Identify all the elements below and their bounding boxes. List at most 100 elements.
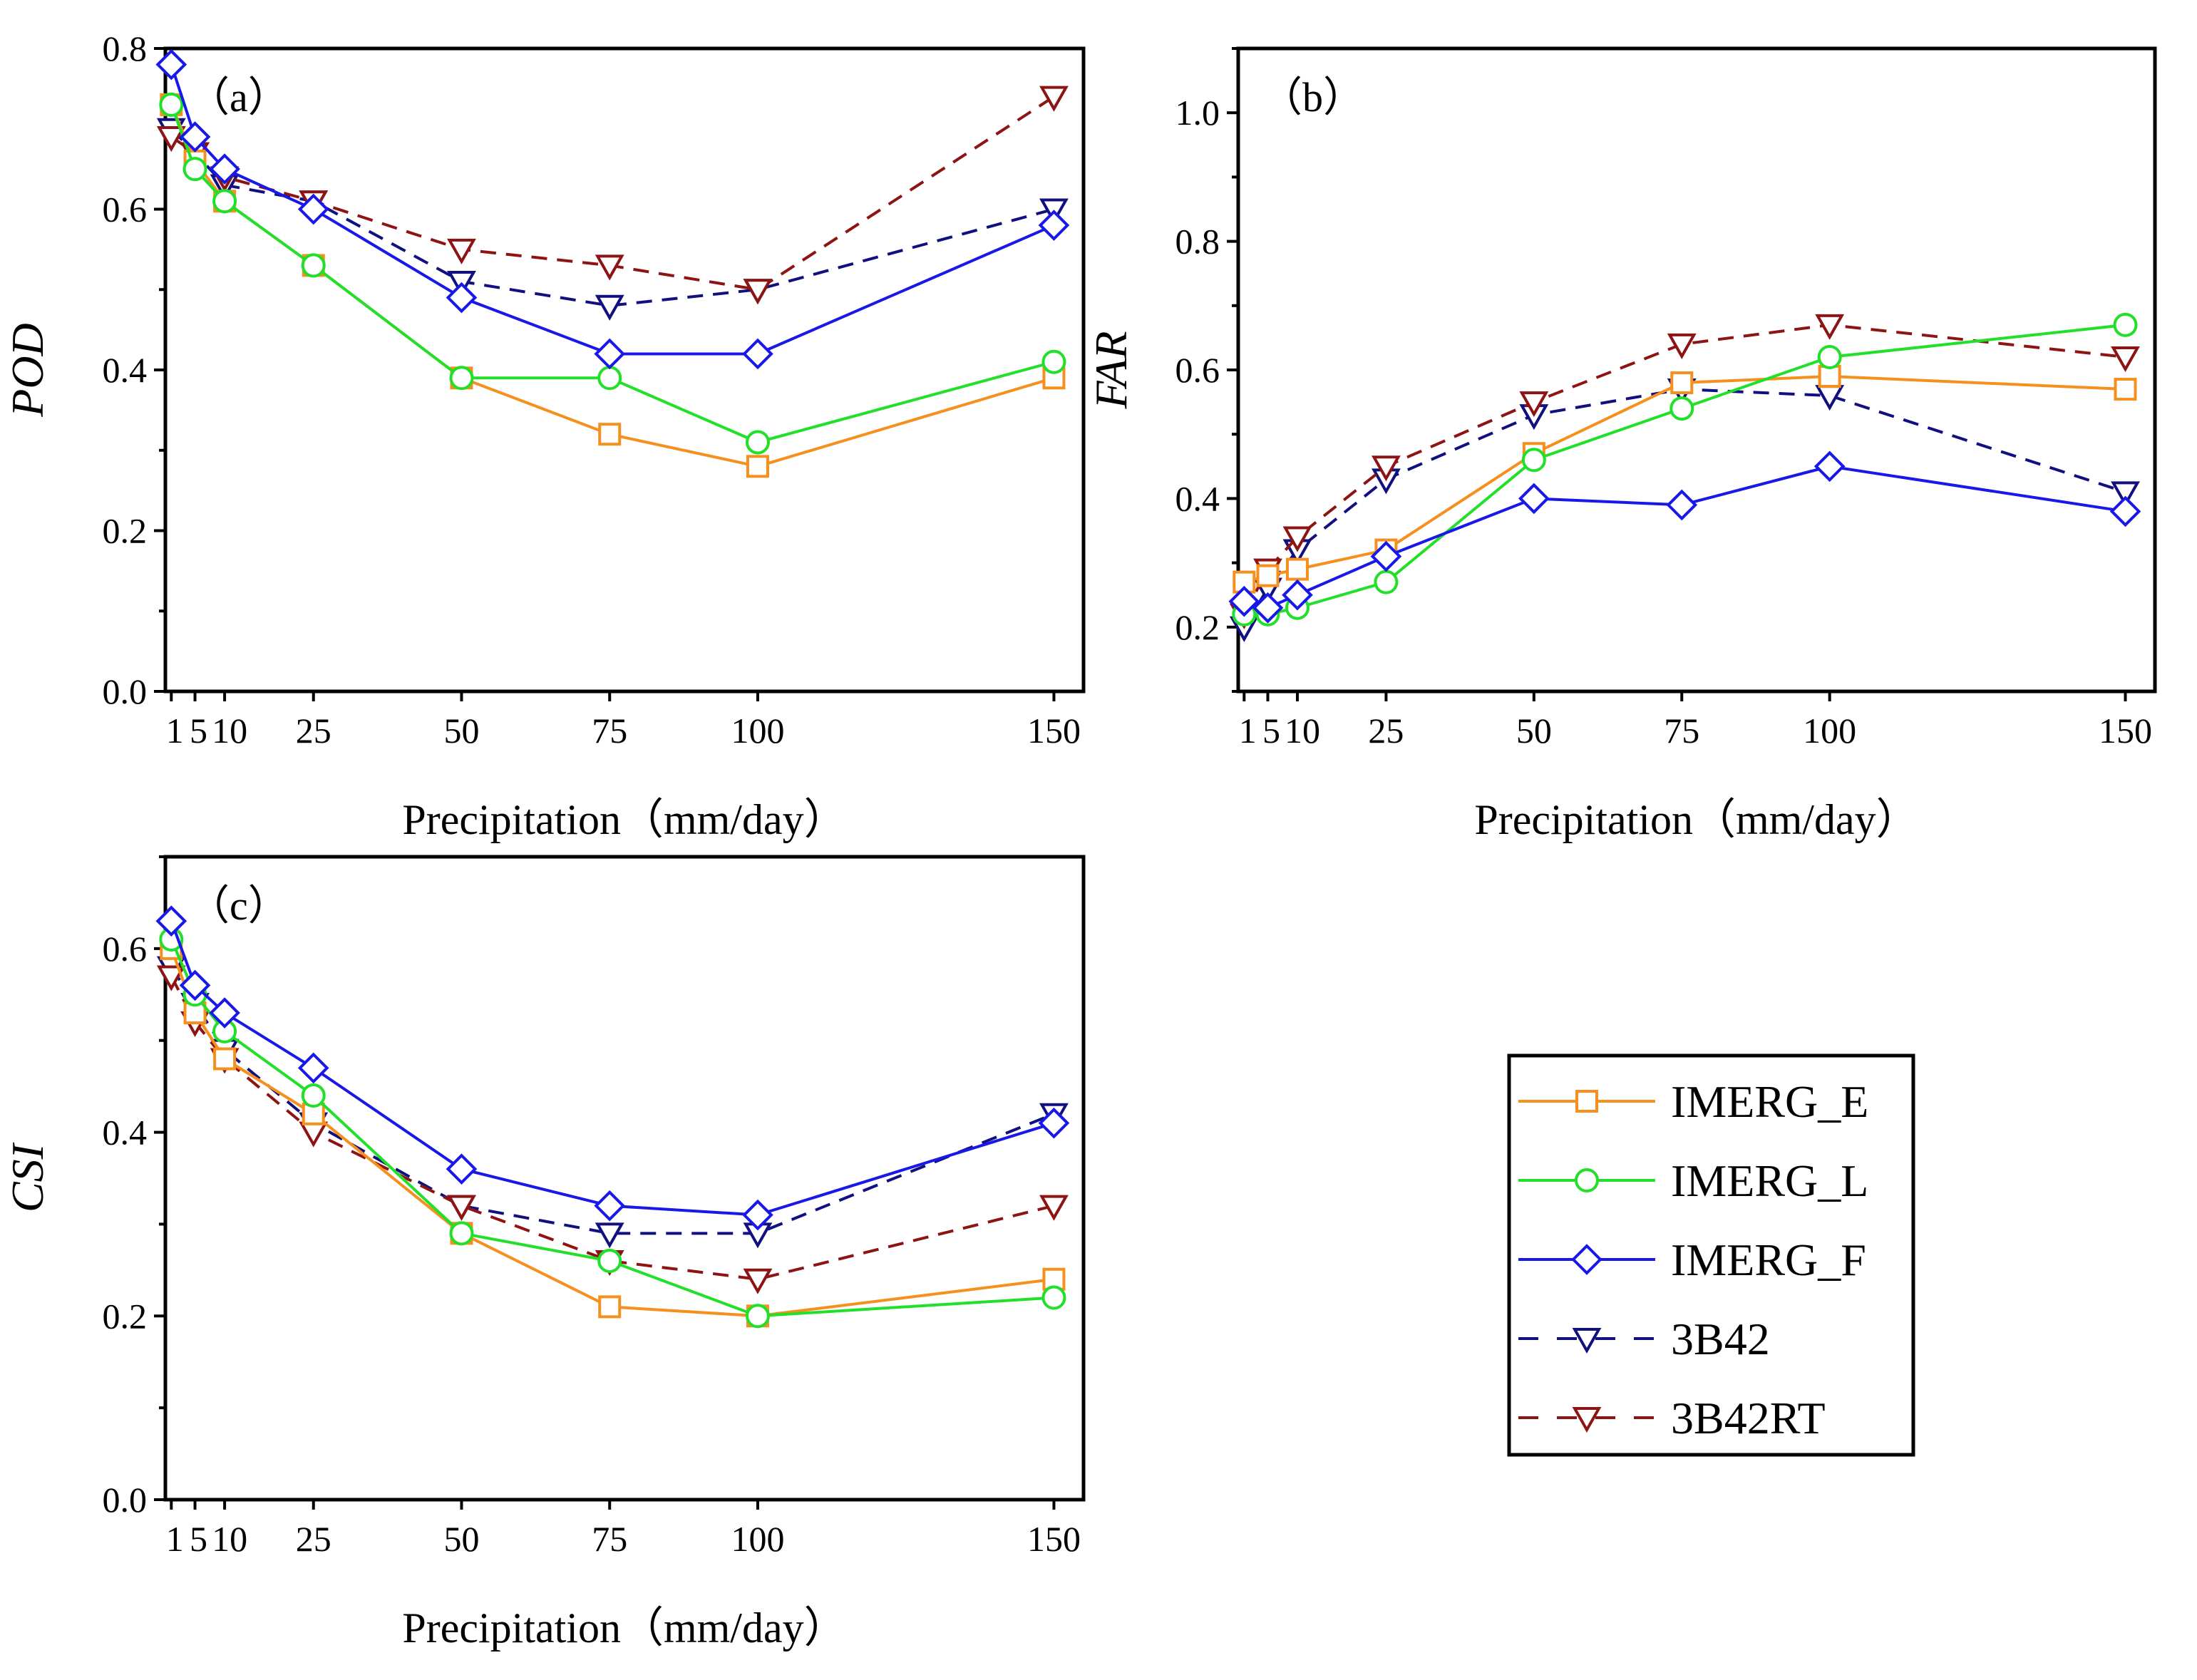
x-tick-label: 75 <box>592 711 627 751</box>
y-axis-title: FAR <box>1086 331 1136 409</box>
x-tick-label: 1 <box>166 711 184 751</box>
data-point <box>2109 495 2141 527</box>
data-point <box>2111 346 2140 373</box>
data-point <box>1039 1195 1069 1221</box>
data-point <box>1228 585 1260 617</box>
data-point <box>446 1153 478 1185</box>
data-point <box>1252 592 1284 624</box>
y-tick-label: 0.8 <box>1175 222 1220 262</box>
data-point <box>301 1083 326 1108</box>
data-point <box>213 1047 237 1071</box>
data-point <box>301 253 326 278</box>
y-axis-title: CSI <box>2 1142 53 1212</box>
data-point <box>1374 570 1399 594</box>
data-point <box>1041 1285 1066 1310</box>
x-axis-title: Precipitation（mm/day） <box>402 1604 846 1651</box>
x-tick-label: 25 <box>296 1519 331 1559</box>
y-tick-label: 0.6 <box>103 929 148 969</box>
data-point <box>595 254 624 281</box>
x-tick-label: 50 <box>1516 711 1552 751</box>
x-tick-label: 75 <box>1664 711 1699 751</box>
x-tick-label: 100 <box>1803 711 1856 751</box>
y-tick-label: 0.6 <box>1175 350 1220 390</box>
panel-label: （b） <box>1261 74 1364 120</box>
data-point <box>1519 391 1549 418</box>
data-point <box>2113 312 2138 337</box>
data-point <box>446 282 478 314</box>
data-point <box>2111 481 2140 507</box>
x-tick-label: 150 <box>2099 711 2152 751</box>
x-tick-label: 150 <box>1027 1519 1081 1559</box>
x-tick-label: 50 <box>443 1519 479 1559</box>
data-point <box>1370 540 1402 572</box>
data-point <box>1813 450 1846 483</box>
data-point <box>156 126 186 153</box>
data-point <box>449 366 474 391</box>
series-3b42rt <box>1229 314 2140 629</box>
data-point <box>1256 564 1280 587</box>
series-imerg-l <box>159 927 1066 1329</box>
panel-label: （a） <box>188 74 289 120</box>
data-point <box>742 1199 773 1231</box>
x-tick-label: 5 <box>190 1519 207 1559</box>
series-3b42rt <box>156 86 1069 305</box>
x-tick-label: 100 <box>731 711 784 751</box>
legend-marker <box>1575 1168 1599 1192</box>
legend-item-imerg-f: IMERG_F <box>1518 1235 1866 1285</box>
y-tick-label: 0.8 <box>103 29 148 68</box>
panel-label: （c） <box>188 882 289 929</box>
y-tick-label: 0.6 <box>103 190 148 230</box>
y-tick-label: 0.0 <box>103 671 148 711</box>
series-imerg-l <box>159 92 1066 455</box>
data-point <box>297 1052 329 1084</box>
data-point <box>159 92 184 117</box>
y-tick-label: 1.0 <box>1175 93 1220 133</box>
legend-label: IMERG_L <box>1671 1155 1868 1206</box>
x-tick-label: 5 <box>1262 711 1280 751</box>
data-point <box>1669 396 1694 421</box>
x-axis-title: Precipitation（mm/day） <box>1474 796 1918 843</box>
data-point <box>1670 371 1694 395</box>
legend-label: 3B42 <box>1671 1314 1770 1364</box>
y-tick-label: 0.2 <box>1175 607 1220 647</box>
panel-pod: 1 5 10 25 50 75 100 150 0.0 0.2 0.4 0.6 0.8 Precipita… <box>2 29 1086 843</box>
legend-item-imerg-l: IMERG_L <box>1518 1155 1868 1206</box>
y-tick-label: 0.4 <box>103 350 148 390</box>
panel-csi: 1 5 10 25 50 75 100 150 0.0 0.2 0.4 0.6 Precipitatio… <box>2 855 1086 1651</box>
data-point <box>1818 365 1841 388</box>
data-point <box>595 294 624 321</box>
x-tick-label: 10 <box>1285 711 1320 751</box>
data-point <box>1038 210 1070 241</box>
data-point <box>1042 1267 1066 1291</box>
legend-label: IMERG_E <box>1671 1076 1868 1127</box>
x-tick-label: 50 <box>443 711 479 751</box>
data-point <box>743 279 773 305</box>
y-tick-label: 0.2 <box>103 511 148 551</box>
data-point <box>209 153 240 185</box>
legend-marker <box>1575 1090 1598 1113</box>
data-point <box>2114 378 2137 401</box>
data-point <box>155 48 187 81</box>
data-point <box>155 905 187 937</box>
data-point <box>1282 579 1313 611</box>
x-tick-label: 25 <box>1368 711 1404 751</box>
data-point <box>594 1190 626 1222</box>
data-point <box>1282 526 1312 552</box>
legend: IMERG_E IMERG_L IMERG_F 3B42 3B42RT <box>1507 1053 1915 1457</box>
data-point <box>209 997 240 1029</box>
data-point <box>1521 448 1546 473</box>
data-point <box>179 121 211 153</box>
data-point <box>597 366 622 391</box>
plot-frame <box>1236 46 2157 694</box>
data-point <box>1667 333 1697 359</box>
data-point <box>1666 489 1698 521</box>
series-imerg-f <box>155 48 1070 370</box>
series-imerg-f <box>155 905 1070 1231</box>
data-point <box>447 238 476 264</box>
data-point <box>449 1221 474 1246</box>
y-tick-label: 0.2 <box>103 1296 148 1336</box>
y-tick-label: 0.4 <box>1175 478 1220 518</box>
data-point <box>1041 349 1066 374</box>
x-tick-label: 150 <box>1027 711 1081 751</box>
data-point <box>598 423 622 446</box>
